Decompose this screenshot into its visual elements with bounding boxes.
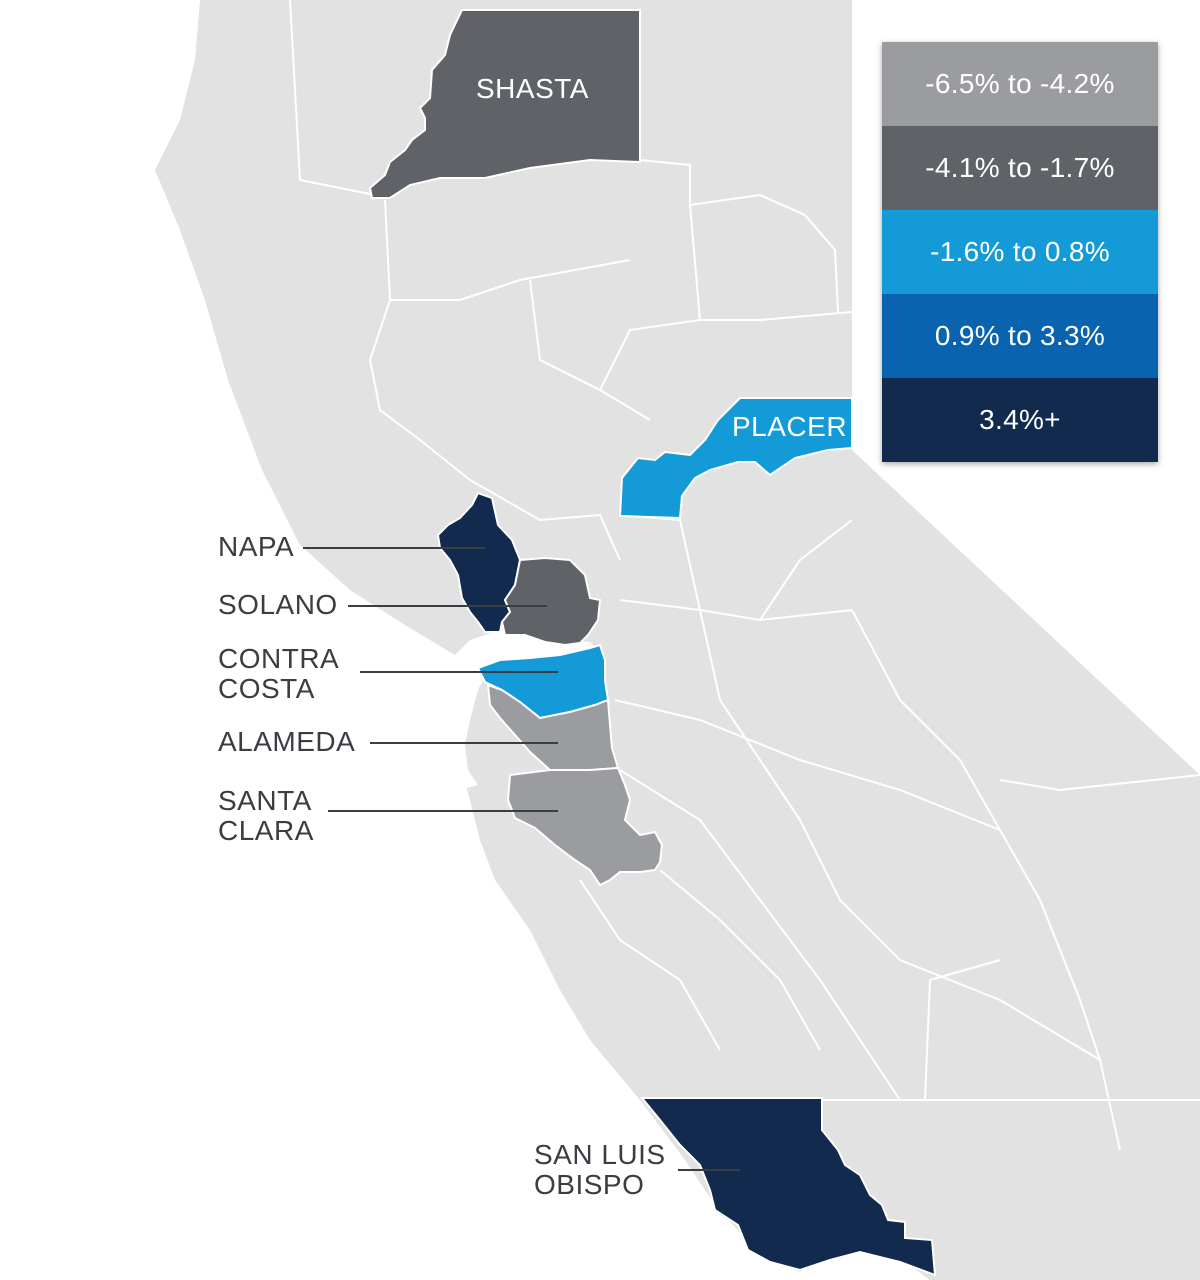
county-shasta	[368, 9, 641, 199]
county-borders	[289, 0, 1200, 1151]
county-solano	[500, 556, 602, 647]
label-san-luis-obispo: SAN LUIS OBISPO	[534, 1140, 666, 1200]
label-santa-clara: SANTA CLARA	[218, 786, 314, 846]
county-san-luis-obispo	[639, 1097, 937, 1277]
county-santa-clara	[506, 766, 664, 887]
legend-item-2: -4.1% to -1.7%	[882, 126, 1158, 210]
county-placer	[618, 397, 853, 520]
label-contra-costa-line1: CONTRA	[218, 643, 340, 674]
label-contra-costa: CONTRA COSTA	[218, 644, 339, 704]
legend: -6.5% to -4.2% -4.1% to -1.7% -1.6% to 0…	[882, 42, 1158, 462]
label-contra-costa-line2: COSTA	[218, 673, 315, 704]
label-solano: SOLANO	[218, 589, 338, 620]
legend-item-5: 3.4%+	[882, 378, 1158, 462]
legend-item-3: -1.6% to 0.8%	[882, 210, 1158, 294]
label-san-luis-obispo-line1: SAN LUIS	[534, 1139, 666, 1170]
label-alameda: ALAMEDA	[218, 726, 356, 757]
leader-lines	[303, 547, 740, 1171]
legend-item-4: 0.9% to 3.3%	[882, 294, 1158, 378]
california-land	[155, 0, 1200, 1280]
label-san-luis-obispo-line2: OBISPO	[534, 1169, 645, 1200]
label-santa-clara-line2: CLARA	[218, 815, 314, 846]
label-napa: NAPA	[218, 531, 295, 562]
legend-item-1: -6.5% to -4.2%	[882, 42, 1158, 126]
county-napa	[436, 491, 522, 633]
label-shasta: SHASTA	[476, 73, 589, 104]
label-placer: PLACER	[732, 411, 848, 442]
label-santa-clara-line1: SANTA	[218, 785, 312, 816]
county-alameda	[486, 683, 620, 771]
